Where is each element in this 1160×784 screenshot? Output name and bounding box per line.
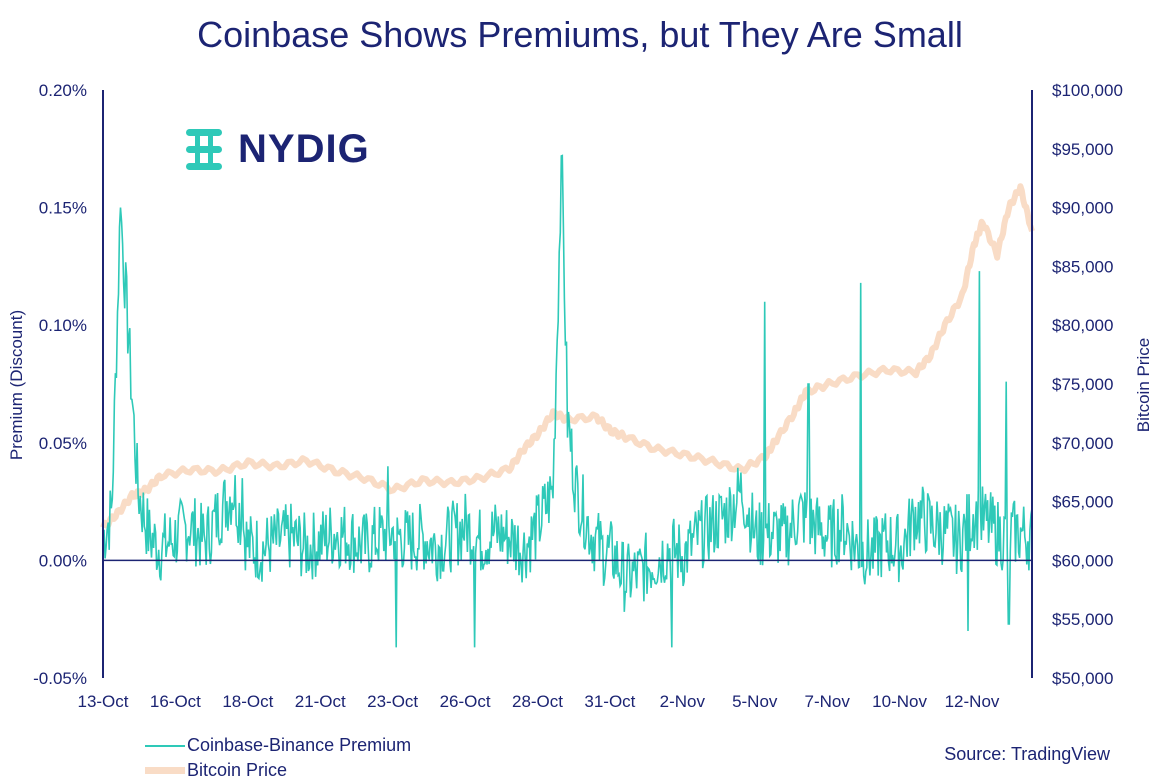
legend-item-premium: Coinbase-Binance Premium (145, 735, 411, 756)
nydig-logo-icon (186, 129, 222, 170)
x-tick-label: 5-Nov (732, 692, 778, 711)
legend-swatch-premium (145, 744, 185, 747)
legend-label-price: Bitcoin Price (187, 760, 288, 780)
right-tick-label: $95,000 (1052, 140, 1113, 159)
source-note: Source: TradingView (944, 744, 1110, 764)
x-axis-ticks: 13-Oct 16-Oct 18-Oct 21-Oct 23-Oct 26-Oct 28-O… (77, 692, 999, 711)
x-tick-label: 13-Oct (77, 692, 128, 711)
x-tick-label: 23-Oct (367, 692, 418, 711)
chart-title: Coinbase Shows Premiums, but They Are Sm… (197, 14, 963, 55)
right-tick-label: $75,000 (1052, 375, 1113, 394)
left-tick-label: 0.00% (39, 551, 87, 570)
right-tick-label: $60,000 (1052, 551, 1113, 570)
x-tick-label: 2-Nov (660, 692, 706, 711)
right-tick-label: $90,000 (1052, 199, 1113, 218)
right-tick-label: $80,000 (1052, 316, 1113, 335)
x-tick-label: 18-Oct (222, 692, 273, 711)
x-tick-label: 7-Nov (804, 692, 850, 711)
x-tick-label: 26-Oct (440, 692, 491, 711)
x-tick-label: 16-Oct (150, 692, 201, 711)
x-tick-label: 21-Oct (295, 692, 346, 711)
series-layer (100, 154, 1035, 648)
left-tick-label: 0.20% (39, 81, 87, 100)
nydig-logo-text: NYDIG (238, 126, 370, 171)
left-axis-ticks: -0.05% 0.00% 0.05% 0.10% 0.15% 0.20% (33, 81, 87, 688)
left-tick-label: 0.05% (39, 434, 87, 453)
legend-item-price: Bitcoin Price (145, 760, 287, 781)
right-tick-label: $50,000 (1052, 669, 1113, 688)
right-axis-title: Bitcoin Price (1134, 338, 1153, 432)
right-tick-label: $85,000 (1052, 257, 1113, 276)
right-tick-label: $70,000 (1052, 434, 1113, 453)
series-bitcoin-price-line (100, 183, 1035, 529)
series-premium-line (102, 154, 1033, 648)
right-tick-label: $65,000 (1052, 493, 1113, 512)
left-tick-label: 0.15% (39, 199, 87, 218)
right-tick-label: $55,000 (1052, 610, 1113, 629)
left-tick-label: -0.05% (33, 669, 87, 688)
right-tick-label: $100,000 (1052, 81, 1123, 100)
x-tick-label: 10-Nov (872, 692, 927, 711)
x-tick-label: 31-Oct (584, 692, 635, 711)
legend-swatch-price (145, 767, 185, 774)
x-tick-label: 28-Oct (512, 692, 563, 711)
legend-label-premium: Coinbase-Binance Premium (187, 735, 412, 755)
right-axis-ticks: $50,000 $55,000 $60,000 $65,000 $70,000 $75,0… (1052, 81, 1123, 688)
nydig-logo: NYDIG (180, 125, 370, 173)
x-tick-label: 12-Nov (945, 692, 1000, 711)
left-tick-label: 0.10% (39, 316, 87, 335)
left-axis-title: Premium (Discount) (7, 310, 26, 460)
